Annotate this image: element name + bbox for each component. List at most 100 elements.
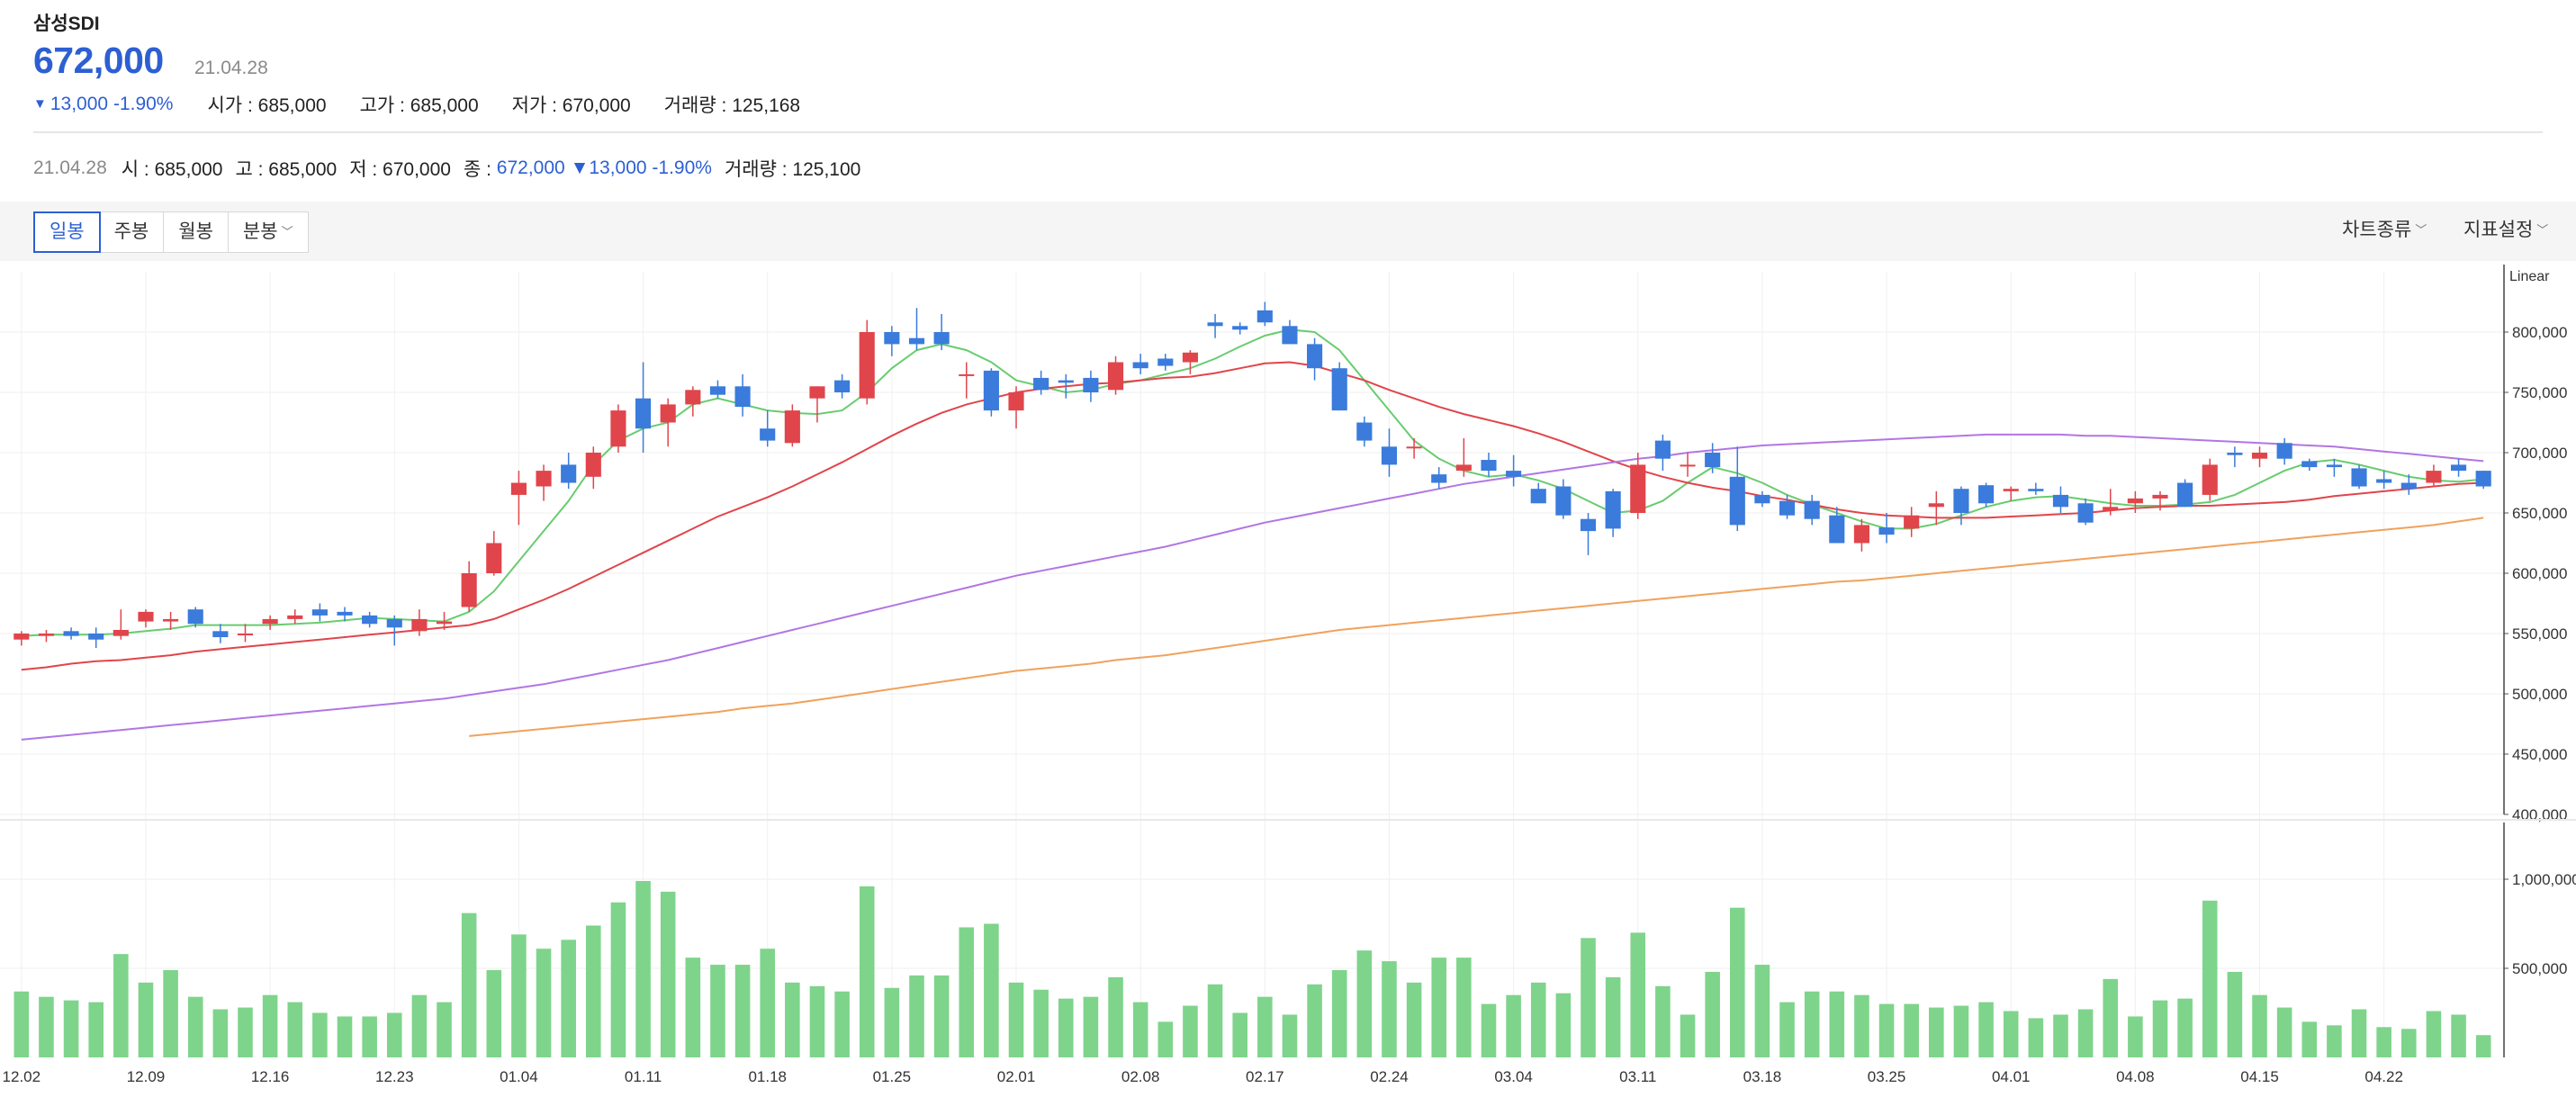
volume-bar: [1829, 991, 1845, 1057]
volume-bar: [1581, 938, 1596, 1057]
volume-bar: [1555, 993, 1572, 1057]
chart-type-label: 차트종류: [2342, 220, 2412, 240]
candle-body: [1804, 500, 1820, 519]
volume-bar: [2475, 1035, 2491, 1057]
volume-bar: [909, 975, 924, 1057]
volume-bar: [1680, 1014, 1696, 1057]
volume-bar: [1307, 984, 1322, 1057]
change-percent: -1.90%: [113, 94, 174, 114]
summary-value: 685,000: [410, 95, 479, 116]
current-price: 672,000: [33, 40, 164, 81]
candle-body: [2202, 464, 2218, 495]
volume-bar: [1530, 982, 1546, 1057]
x-tick-label: 04.22: [2364, 1068, 2403, 1085]
down-triangle-icon: ▼: [33, 96, 47, 112]
volume-bar: [1331, 969, 1347, 1057]
tab-monthly[interactable]: 월봉: [164, 212, 229, 252]
volume-bar: [785, 982, 800, 1057]
candle-body: [660, 404, 676, 423]
candle-body: [834, 380, 851, 392]
stock-chart[interactable]: 400,000 450,000 500,000 550,000 600,000 650,0…: [0, 261, 2576, 1093]
volume-bar: [2202, 900, 2218, 1057]
x-tick-label: 01.18: [748, 1068, 787, 1085]
volume-bar: [238, 1007, 253, 1057]
candle-body: [14, 634, 30, 640]
chart-type-dropdown[interactable]: 차트종류 ﹀: [2342, 215, 2427, 242]
volume-bar: [2401, 1029, 2417, 1057]
candle-body: [1282, 326, 1298, 345]
candle-body: [2400, 482, 2417, 490]
candle-body: [2475, 471, 2491, 487]
candle-body: [1256, 310, 1273, 323]
volume-bar: [2053, 1014, 2068, 1057]
volume-bar: [2252, 994, 2267, 1057]
x-tick-label: 02.24: [1370, 1068, 1409, 1085]
candle-body: [38, 634, 55, 636]
candle-body: [760, 428, 776, 441]
indicator-settings-label: 지표설정: [2463, 220, 2534, 240]
volume-bar: [187, 996, 203, 1057]
candle-body: [1083, 377, 1099, 392]
volume-bar: [362, 1016, 377, 1057]
candle-body: [1307, 344, 1323, 369]
volume-bar: [536, 949, 552, 1057]
x-tick-label: 03.25: [1868, 1068, 1906, 1085]
candle-body: [734, 386, 751, 408]
candle-body: [212, 631, 229, 638]
summary-label: 거래량: [663, 95, 716, 116]
volume-bar: [511, 934, 527, 1057]
candle-body: [2251, 453, 2268, 459]
candle-body: [163, 618, 179, 622]
candle-body: [784, 410, 800, 444]
candle-body: [2426, 471, 2442, 483]
candle-body: [237, 634, 254, 635]
volume-bar: [163, 969, 178, 1057]
tab-minute[interactable]: 분봉 ﹀: [229, 212, 308, 252]
volume-bar: [859, 886, 875, 1057]
tab-weekly[interactable]: 주봉: [100, 212, 165, 252]
candle-body: [411, 618, 428, 632]
volume-bar: [262, 994, 278, 1057]
volume-bar: [2128, 1016, 2143, 1057]
candle-body: [2376, 479, 2392, 483]
volume-bar: [1058, 998, 1074, 1057]
price-tick-label: 750,000: [2512, 384, 2567, 401]
candle-body: [113, 629, 129, 636]
x-tick-label: 01.11: [625, 1068, 662, 1085]
price-tick-label: 650,000: [2512, 505, 2567, 522]
volume-bar: [287, 1002, 303, 1057]
candle-body: [1207, 322, 1223, 327]
volume-bar: [411, 994, 428, 1057]
volume-bar: [2276, 1007, 2292, 1057]
volume-bar: [63, 1000, 79, 1057]
detail-volume: 거래량 : 125,100: [724, 159, 861, 180]
chevron-down-icon: ﹀: [2415, 223, 2427, 237]
volume-bar: [2028, 1018, 2044, 1057]
volume-bar: [1754, 965, 1770, 1057]
candle-body: [685, 390, 701, 405]
price-tick-label: 600,000: [2512, 565, 2567, 582]
price-change: ▼ 13,000 -1.90%: [33, 94, 173, 115]
x-tick-label: 01.04: [500, 1068, 538, 1085]
candle-body: [1455, 464, 1472, 472]
volume-bar: [1132, 1002, 1148, 1057]
candle-body: [1406, 446, 1422, 449]
volume-bar: [685, 958, 701, 1057]
volume-bar: [1382, 961, 1397, 1057]
candle-body: [1853, 525, 1870, 544]
chart-svg[interactable]: 400,000 450,000 500,000 550,000 600,000 650,0…: [0, 261, 2576, 1093]
volume-bar: [1929, 1007, 1944, 1057]
indicator-settings-dropdown[interactable]: 지표설정 ﹀: [2463, 215, 2548, 242]
candle-body: [1356, 422, 1373, 441]
candle-body: [1630, 464, 1646, 513]
candle-body: [2152, 494, 2168, 499]
high-price: 고가 : 685,000: [359, 95, 479, 116]
candle-body: [1182, 352, 1198, 363]
candle-body: [1904, 515, 1920, 529]
volume-bar: [1854, 994, 1869, 1057]
candle-body: [510, 482, 527, 495]
candle-body: [1928, 503, 1944, 508]
tab-daily[interactable]: 일봉: [33, 211, 101, 253]
volume-bar: [1953, 1005, 1969, 1057]
volume-bar: [337, 1016, 353, 1057]
